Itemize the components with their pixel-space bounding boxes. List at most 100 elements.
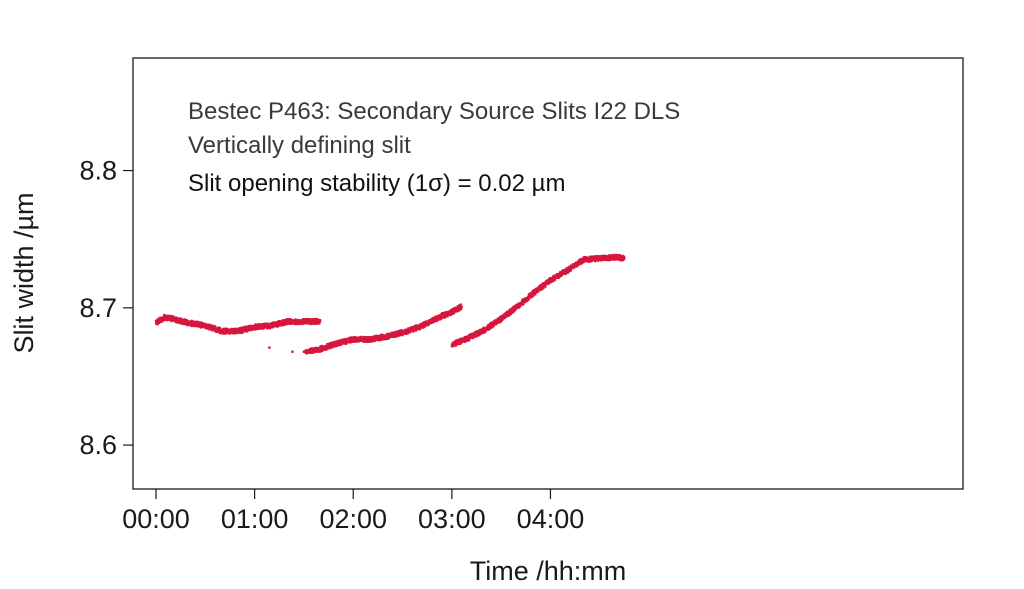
- data-point: [593, 260, 597, 263]
- data-point: [222, 332, 226, 335]
- data-point: [476, 331, 479, 334]
- data-point: [449, 309, 453, 312]
- data-point: [455, 339, 458, 342]
- data-point: [418, 327, 422, 330]
- data-point: [617, 258, 621, 261]
- data-point: [488, 327, 491, 330]
- data-point: [282, 320, 285, 323]
- data-point: [380, 338, 383, 341]
- data-point: [254, 323, 257, 326]
- data-point: [406, 331, 409, 335]
- data-point: [593, 257, 596, 260]
- data-point: [491, 325, 494, 329]
- data-point: [238, 331, 241, 334]
- data-point: [316, 318, 319, 321]
- data-point: [154, 319, 158, 323]
- data-point: [241, 331, 244, 334]
- data-point: [569, 269, 572, 272]
- data-point: [379, 338, 382, 342]
- data-point: [326, 347, 329, 350]
- data-point: [460, 340, 463, 344]
- data-point: [434, 315, 437, 318]
- x-tick-label: 01:00: [221, 504, 289, 534]
- data-point: [342, 338, 346, 341]
- data-point: [283, 319, 286, 322]
- data-point: [408, 331, 412, 334]
- data-point: [514, 307, 517, 311]
- data-point: [532, 289, 536, 292]
- data-point: [534, 293, 537, 296]
- outlier-point: [268, 346, 271, 349]
- data-point: [480, 331, 484, 335]
- data-point: [183, 318, 186, 321]
- data-point: [262, 326, 266, 330]
- data-point: [204, 322, 207, 326]
- data-point: [244, 328, 248, 331]
- data-points: [154, 253, 626, 355]
- data-point: [180, 317, 183, 321]
- axis-ticks: 00:00 01:00 02:00 03:00 04:00 8.6 8.7 8.8: [79, 156, 584, 534]
- data-point: [321, 349, 324, 352]
- data-point: [537, 287, 540, 290]
- data-point: [391, 334, 395, 337]
- data-point: [612, 254, 615, 257]
- data-point: [251, 328, 254, 331]
- x-axis-label: Time /hh:mm: [470, 556, 627, 586]
- data-point: [239, 326, 243, 330]
- y-tick-label: 8.7: [79, 293, 117, 323]
- data-point: [213, 325, 217, 328]
- y-axis-label: Slit width /µm: [9, 192, 39, 353]
- data-point: [541, 287, 544, 290]
- annotation-subtitle: Vertically defining slit: [188, 132, 411, 159]
- data-point: [218, 327, 222, 330]
- data-point: [288, 319, 291, 323]
- data-point: [526, 298, 530, 302]
- x-tick-label: 00:00: [122, 504, 190, 534]
- data-point: [266, 326, 269, 330]
- data-point: [612, 258, 615, 261]
- data-point: [544, 285, 547, 288]
- data-point: [230, 328, 233, 331]
- outlier-point: [291, 350, 294, 353]
- data-point: [207, 323, 210, 326]
- data-point: [170, 318, 173, 322]
- data-point: [318, 321, 321, 325]
- data-point: [168, 318, 172, 321]
- data-point: [232, 329, 236, 333]
- data-point: [590, 259, 593, 262]
- data-point: [463, 340, 467, 344]
- data-point: [460, 305, 463, 309]
- data-point: [398, 331, 401, 334]
- plot-frame: [132, 57, 964, 490]
- data-point: [459, 303, 463, 306]
- data-point: [569, 268, 573, 271]
- data-point: [549, 281, 552, 284]
- data-point: [318, 319, 322, 322]
- data-point: [359, 335, 363, 339]
- data-point: [579, 258, 582, 261]
- data-point: [436, 318, 440, 322]
- data-point: [253, 328, 257, 331]
- data-point: [471, 336, 475, 340]
- data-point: [165, 314, 168, 318]
- data-point: [467, 338, 471, 341]
- data-point: [567, 270, 570, 274]
- data-point: [184, 323, 188, 326]
- data-point: [615, 257, 619, 261]
- data-point: [279, 324, 282, 327]
- data-point: [440, 315, 444, 319]
- data-point: [529, 292, 533, 295]
- data-point: [392, 335, 395, 339]
- data-point: [553, 278, 557, 281]
- data-point: [534, 291, 537, 294]
- data-point: [622, 255, 626, 259]
- data-point: [364, 335, 367, 339]
- data-point: [359, 336, 362, 340]
- data-point: [589, 256, 593, 260]
- data-point: [257, 323, 261, 326]
- data-point: [501, 318, 505, 321]
- data-point: [191, 320, 194, 323]
- data-point: [276, 325, 280, 328]
- data-point: [305, 317, 308, 321]
